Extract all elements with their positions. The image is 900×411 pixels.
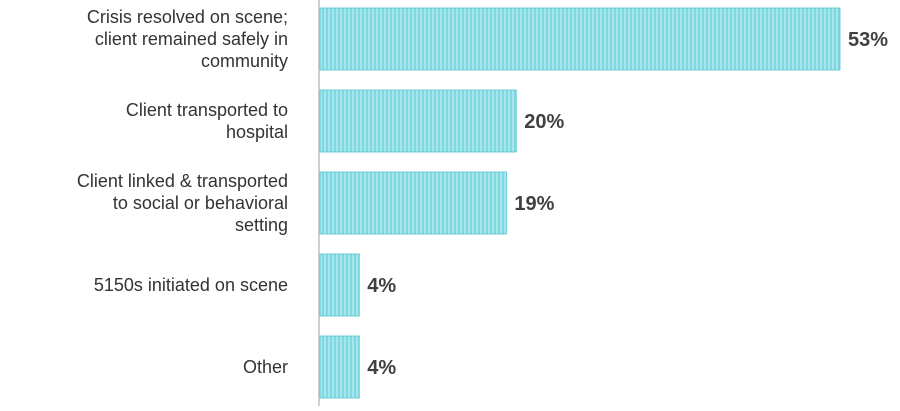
category-label-4-line-0: Other: [243, 357, 288, 377]
category-label-2-line-2: setting: [235, 215, 288, 235]
value-label-0: 53%: [848, 29, 888, 51]
category-label-3-line-0: 5150s initiated on scene: [94, 275, 288, 295]
category-label-1-line-1: hospital: [226, 122, 288, 142]
category-label-3: 5150s initiated on scene: [94, 275, 288, 295]
category-label-2: Client linked & transported to social or …: [77, 171, 288, 235]
bar-3: [319, 253, 360, 317]
bar-2: [319, 171, 507, 235]
value-label-3: 4%: [367, 275, 396, 297]
category-label-0-line-2: community: [201, 51, 288, 71]
category-label-0-line-0: Crisis resolved on scene;: [87, 7, 288, 27]
category-label-1-line-0: Client transported to: [126, 100, 288, 120]
category-label-2-line-1: to social or behavioral: [113, 193, 288, 213]
category-label-0-line-1: client remained safely in: [95, 29, 288, 49]
value-label-2: 19%: [514, 193, 554, 215]
value-label-4: 4%: [367, 357, 396, 379]
bar-0: [319, 7, 841, 71]
bar-4: [319, 335, 360, 399]
category-label-2-line-0: Client linked & transported: [77, 171, 288, 191]
category-label-4: Other: [243, 357, 288, 377]
bar-1: [319, 89, 517, 153]
value-label-1: 20%: [524, 111, 564, 133]
category-label-0: Crisis resolved on scene; client remained…: [87, 7, 288, 71]
category-label-1: Client transported to hospital: [126, 100, 288, 142]
